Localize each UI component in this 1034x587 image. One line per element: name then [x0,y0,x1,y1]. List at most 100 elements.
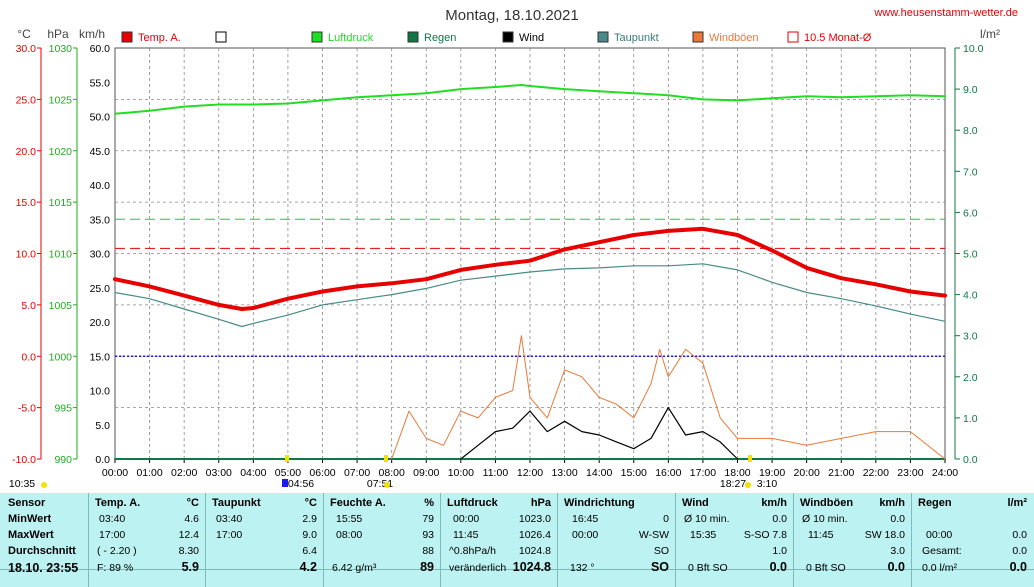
press-cur-note: veränderlich [449,562,507,574]
kmh-tick: 10.0 [90,386,111,398]
rain-cur-val: 0.0 [1009,560,1027,574]
kmh-tick: 40.0 [90,180,111,192]
website-link[interactable]: www.heusenstamm-wetter.de [873,7,1018,19]
x-tick: 09:00 [413,467,439,479]
temp-cur-val: 5.9 [181,560,199,574]
legend-swatch-0 [121,31,133,43]
hpa-tick: 995 [54,403,72,415]
legend-label-5: Taupunkt [614,32,659,44]
x-tick: 12:00 [517,467,543,479]
legend-label-0: Temp. A. [138,32,181,44]
wind-min-time: Ø 10 min. [684,513,730,525]
legend-swatch-5 [597,31,609,43]
legend-label-4: Wind [519,32,544,44]
x-tick: 16:00 [655,467,681,479]
hum-unit: % [424,497,434,509]
sun-marker-dot [745,482,751,488]
temp-cur-note: F: 89 % [97,562,134,574]
plot-grid [114,47,946,460]
gust-avg-val: 3.0 [890,545,905,557]
col-wind: Wind km/h Ø 10 min. 0.0 15:35 S-SO 7.8 1… [676,493,794,587]
legend-label-6: Windböen [709,32,759,44]
temp-header: Temp. A. [95,497,141,509]
legend-swatch-6 [692,31,704,43]
wind-max-time: 15:35 [690,529,717,541]
wind-min-val: 0.0 [772,513,787,525]
wind-axis: 60.0 55.0 50.0 45.0 40.0 35.0 30.0 25.0 20.0 15.0… [90,43,111,466]
col-sensor: Sensor MinWert MaxWert Durchschnitt 18.1… [0,493,89,587]
unit-kmh: km/h [79,27,105,41]
hpa-tick: 1005 [49,300,73,312]
temp-tick: 10.0 [16,249,37,261]
col-humidity: Feuchte A. % 15:55 79 08:00 93 88 6.42 g… [324,493,441,587]
x-tick: 02:00 [171,467,197,479]
temp-tick: 5.0 [21,300,36,312]
rain-tick: 3.0 [963,331,978,343]
hum-cur-val: 89 [420,560,434,574]
temp-tick: -10.0 [12,454,36,466]
dew-min-time: 03:40 [216,513,243,525]
temp-tick: 25.0 [16,94,37,106]
rain-unit: l/m² [1007,497,1027,509]
x-tick: 05:00 [275,467,301,479]
time-markers: 10:35 04:56 07:51 18:27 3:10 [9,455,778,490]
legend-swatch-1 [215,31,227,43]
col-rain: Regen l/m² 00:00 0.0 Gesamt: 0.0 0.0 l/m… [912,493,1033,587]
dir-cur-note: 132 ° [570,562,595,574]
max-label: MaxWert [8,529,54,541]
press-avg-val: 1024.8 [518,545,551,557]
unit-rain: l/m² [980,27,1000,41]
temp-tick: 30.0 [16,43,37,55]
x-tick: 08:00 [379,467,405,479]
legend-label-2: Luftdruck [328,32,374,44]
series-line-taupunkt [114,263,946,328]
dew-header: Taupunkt [212,497,261,509]
dir-min-time: 16:45 [572,513,599,525]
legend-label-7: 10.5 Monat-Ø [804,32,872,44]
gust-cur-val: 0.0 [887,560,905,574]
sun-marker-bar [285,455,289,462]
kmh-tick: 15.0 [90,351,111,363]
rain-axis: 10.0 9.0 8.0 7.0 6.0 5.0 4.0 3.0 2.0 1.0 0.0 [954,43,984,466]
temp-avg-note: ( - 2.20 ) [97,545,137,557]
temp-tick: 15.0 [16,197,37,209]
rain-max-val: 0.0 [1012,529,1027,541]
unit-hpa: hPa [47,27,69,41]
dir-avg-val: SO [653,545,669,557]
dew-unit: °C [304,497,317,509]
hpa-tick: 990 [54,454,72,466]
marker-flag [282,479,288,487]
col-direction: Windrichtung 16:45 0 00:00 W-SW SO 132 °… [558,493,676,587]
kmh-tick: 55.0 [90,77,111,89]
marker-label: 10:35 [9,478,35,490]
press-unit: hPa [530,497,551,509]
col-dew: Taupunkt °C 03:40 2.9 17:00 9.0 6.4 4.2 [206,493,324,587]
dir-max-time: 00:00 [572,529,599,541]
kmh-tick: 50.0 [90,112,111,124]
rain-tick: 1.0 [963,413,978,425]
stats-panel: Sensor MinWert MaxWert Durchschnitt 18.1… [0,493,1034,587]
time-axis: 00:00 01:00 02:00 03:00 04:00 05:00 06:00 07:00… [102,459,958,479]
rain-tick: 5.0 [963,249,978,261]
press-header: Luftdruck [447,497,498,509]
dir-header: Windrichtung [564,497,635,509]
hum-cur-note: 6.42 g/m³ [332,562,377,574]
hum-min-val: 79 [422,513,434,525]
gust-min-time: Ø 10 min. [802,513,848,525]
wind-cur-note: 0 Bft SO [688,562,728,574]
sun-marker-bar [384,455,388,462]
rain-tick: 6.0 [963,207,978,219]
col-temp: Temp. A. °C 03:40 4.6 17:00 12.4 ( - 2.2… [89,493,206,587]
legend-swatch-7 [787,31,799,43]
marker-label: 3:10 [757,478,778,490]
x-tick: 24:00 [932,467,958,479]
hum-min-time: 15:55 [336,513,363,525]
wind-unit: km/h [761,497,787,509]
x-tick: 18:00 [724,467,750,479]
kmh-tick: 5.0 [95,420,110,432]
legend-label-3: Regen [424,32,456,44]
hpa-tick: 1015 [49,197,73,209]
press-avg-note: ^0.8hPa/h [449,545,496,557]
gust-unit: km/h [879,497,905,509]
x-tick: 20:00 [794,467,820,479]
